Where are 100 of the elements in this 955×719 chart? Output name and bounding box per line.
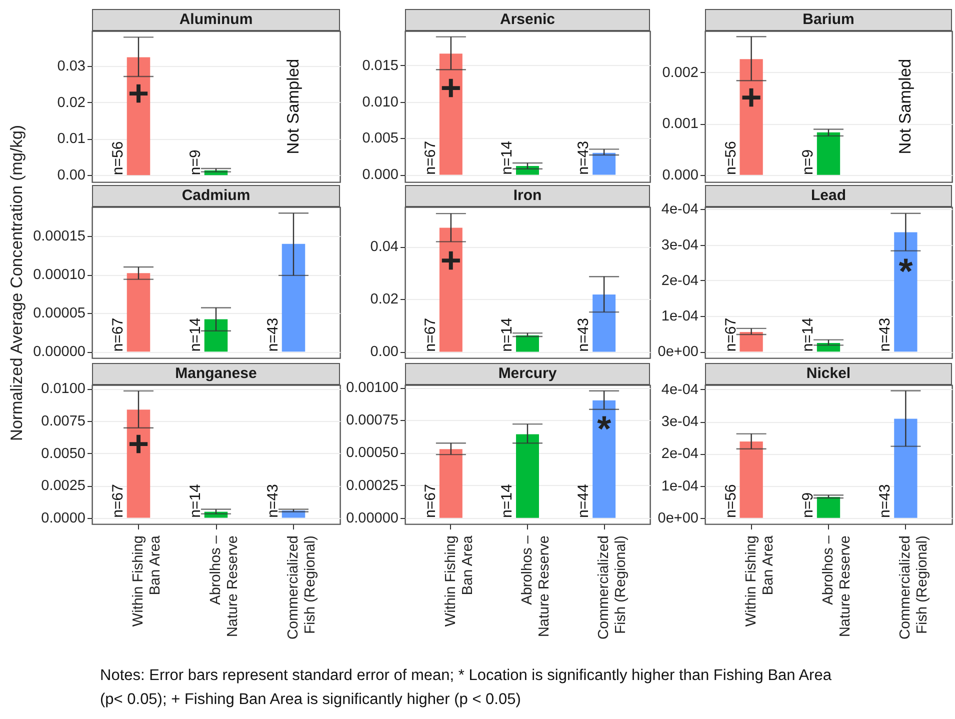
text: Notes: Error bars represent standard error of mean; * Location is significantly higher than Fishing Ban Area [100,667,832,684]
y-tick-label: 0.0075 [41,414,86,430]
bar [592,294,616,352]
x-tick-label: Abrolhos – Nature Reserve [520,534,552,638]
y-tick-label: 1e-04 [661,478,698,494]
y-axis-title: Normalized Average Concentration (mg/kg) [8,124,26,442]
annotation: n=67 [422,484,439,518]
x-tick-label: Commercialized Fish (Regional) [286,536,318,640]
x-tick-label: Abrolhos – Nature Reserve [820,534,854,638]
y-tick-label: 0.00010 [33,267,86,284]
y-tick-label: 0.04 [370,239,398,256]
bar [439,449,462,518]
y-tick-label: 0.01 [57,131,86,148]
chart-title: Arsenic [405,9,650,31]
annotation: n=67 [110,484,126,518]
annotation: n=43 [575,140,592,175]
x-tick-label: Within Fishing Ban Area [130,534,164,627]
annotation: + [740,76,762,118]
annotation: n=56 [110,141,126,176]
y-tick-label: 2e-04 [661,272,698,289]
annotation: n=43 [876,318,894,352]
y-tick-label: 0.00 [57,168,86,184]
bar [204,319,228,352]
annotation: + [440,239,462,280]
y-tick-label: 4e-04 [661,202,698,218]
annotation: * [898,250,913,292]
chart-title: Aluminum [92,9,340,31]
annotation: n=14 [498,140,516,175]
annotation: n=14 [187,484,204,518]
annotation: n=67 [422,140,439,175]
bar [439,54,462,175]
y-tick-label: 0.00100 [346,380,398,396]
bar [439,228,462,352]
y-tick-label: 3e-04 [661,237,698,254]
annotation: Not Sampled [896,58,915,154]
annotation: n=9 [800,149,816,175]
y-tick-label: 1e-04 [661,308,698,324]
annotation: + [128,72,150,114]
y-tick-label: 0e+00 [658,510,698,526]
y-tick-label: 0.00000 [33,344,86,360]
y-tick-label: 0.02 [370,292,398,308]
annotation: n=67 [722,318,740,352]
annotation: n=67 [422,318,439,352]
y-tick-label: 0.0050 [41,446,86,462]
annotation: n=14 [498,318,516,352]
annotation: n=56 [722,484,740,518]
annotation: + [440,66,462,108]
y-tick-label: 0.015 [362,58,398,74]
y-tick-label: 3e-04 [661,414,698,430]
y-tick-label: 0.00015 [33,228,86,245]
annotation: * [597,408,612,450]
annotation: n=9 [187,150,204,176]
y-tick-label: 0.00005 [33,306,86,322]
chart-title: Cadmium [92,185,340,207]
annotation: n=14 [187,318,204,352]
y-tick-label: 0.010 [362,94,398,110]
annotation: n=9 [800,492,816,518]
bar [516,434,539,518]
annotation: n=56 [722,141,740,175]
chart-title: Iron [405,185,650,207]
y-tick-label: 0.00025 [346,478,398,494]
y-tick-label: 0.0100 [41,381,86,398]
annotation: n=14 [800,318,816,352]
annotation: + [128,422,150,464]
y-tick-label: 0.000 [362,167,398,184]
x-tick-label: Within Fishing Ban Area [442,534,476,627]
bar [592,400,616,518]
y-tick-label: 0.00050 [346,445,398,462]
bar [740,442,763,518]
y-tick-label: 0.002 [662,64,698,81]
chart-title: Nickel [705,363,952,385]
chart-title: Manganese [92,363,340,385]
annotation: n=43 [575,318,592,352]
y-tick-label: 0.000 [662,167,698,184]
y-tick-label: 0e+00 [658,344,698,360]
bar [282,244,306,352]
annotation: n=43 [264,318,282,352]
x-tick-label: Within Fishing Ban Area [743,534,776,627]
y-tick-label: 0.0000 [41,510,86,526]
annotation: n=67 [110,318,126,352]
annotation: Not Sampled [284,58,302,154]
y-tick-label: 0.00000 [346,510,398,526]
bar [126,410,150,518]
y-tick-label: 0.03 [57,58,86,74]
y-tick-label: 0.005 [362,130,398,147]
annotation: n=44 [575,484,592,518]
x-tick-label: Commercialized Fish (Regional) [898,536,931,640]
y-tick-label: 0.02 [57,94,86,111]
y-tick-label: 0.00075 [346,412,398,429]
x-tick-label: Abrolhos – Nature Reserve [208,534,241,638]
y-tick-label: 0.0025 [41,478,86,494]
chart-title: Lead [705,185,952,207]
annotation: n=43 [264,484,282,518]
bar [126,273,150,352]
bar [894,232,918,352]
y-tick-label: 2e-04 [661,446,698,462]
chart-title: Mercury [405,363,650,385]
y-tick-label: 0.001 [662,116,698,132]
text: (p< 0.05); + Fishing Ban Area is significantly higher (p < 0.05) [100,691,521,708]
chart-title: Barium [705,9,952,31]
